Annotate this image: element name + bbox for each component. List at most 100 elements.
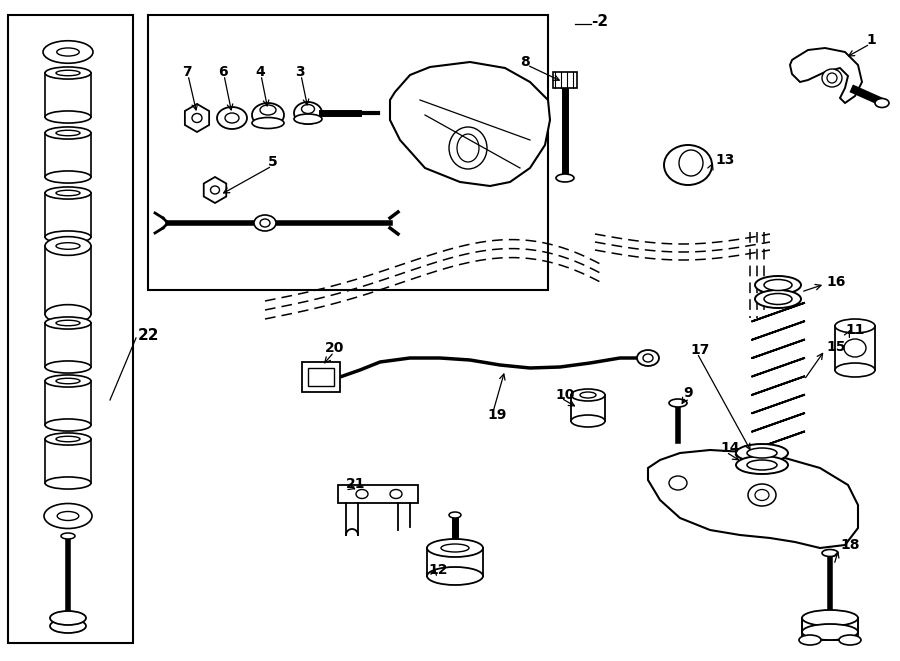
Ellipse shape [260, 219, 270, 227]
Ellipse shape [669, 476, 687, 490]
Bar [338, 485, 418, 503]
Polygon shape [790, 48, 862, 103]
Ellipse shape [571, 389, 605, 401]
Bar [553, 72, 577, 88]
Bar [427, 548, 483, 576]
Polygon shape [203, 177, 226, 203]
Ellipse shape [50, 619, 86, 633]
Ellipse shape [50, 611, 86, 625]
Ellipse shape [192, 114, 202, 122]
Ellipse shape [764, 280, 792, 290]
Ellipse shape [260, 105, 276, 115]
Text: -2: -2 [591, 15, 608, 30]
Text: 3: 3 [295, 65, 304, 79]
Ellipse shape [755, 290, 801, 308]
Ellipse shape [736, 456, 788, 474]
Ellipse shape [45, 171, 91, 183]
Text: 4: 4 [255, 65, 265, 79]
Text: 20: 20 [325, 341, 345, 355]
Bar [45, 193, 91, 237]
Ellipse shape [45, 127, 91, 139]
Text: 7: 7 [182, 65, 192, 79]
Ellipse shape [664, 145, 712, 185]
Text: 1: 1 [866, 33, 876, 47]
Ellipse shape [45, 433, 91, 445]
Text: 14: 14 [720, 441, 740, 455]
Ellipse shape [839, 635, 861, 645]
Ellipse shape [56, 190, 80, 196]
Ellipse shape [802, 624, 858, 640]
Text: 11: 11 [845, 323, 865, 337]
Text: 8: 8 [520, 55, 530, 69]
Ellipse shape [45, 317, 91, 329]
Bar [45, 439, 91, 483]
Ellipse shape [56, 70, 80, 76]
Text: 6: 6 [218, 65, 228, 79]
Ellipse shape [217, 107, 247, 129]
Ellipse shape [45, 237, 91, 255]
Text: 12: 12 [428, 563, 447, 577]
Ellipse shape [252, 118, 284, 128]
Ellipse shape [254, 215, 276, 231]
Bar [571, 395, 605, 421]
Bar [45, 246, 91, 314]
Ellipse shape [875, 98, 889, 108]
Ellipse shape [441, 544, 469, 552]
Ellipse shape [755, 490, 769, 500]
Bar [835, 326, 875, 370]
Ellipse shape [822, 549, 838, 557]
Ellipse shape [56, 378, 80, 384]
Ellipse shape [669, 399, 687, 407]
Ellipse shape [56, 320, 80, 326]
Polygon shape [184, 104, 209, 132]
Ellipse shape [457, 134, 479, 162]
Bar [45, 73, 91, 117]
Ellipse shape [45, 111, 91, 123]
Ellipse shape [736, 444, 788, 462]
Text: 21: 21 [346, 477, 365, 491]
Bar [45, 133, 91, 177]
Ellipse shape [580, 392, 596, 398]
Ellipse shape [356, 490, 368, 498]
Ellipse shape [45, 375, 91, 387]
Ellipse shape [57, 48, 79, 56]
Ellipse shape [56, 243, 80, 249]
Ellipse shape [45, 187, 91, 199]
Ellipse shape [643, 354, 653, 362]
Ellipse shape [45, 361, 91, 373]
Bar [148, 15, 548, 290]
Ellipse shape [747, 448, 777, 458]
Text: 19: 19 [487, 408, 507, 422]
Ellipse shape [252, 103, 284, 127]
Polygon shape [390, 62, 550, 186]
Ellipse shape [45, 305, 91, 323]
Text: 10: 10 [555, 388, 574, 402]
Ellipse shape [679, 150, 703, 176]
Ellipse shape [45, 477, 91, 489]
Ellipse shape [844, 339, 866, 357]
Ellipse shape [45, 419, 91, 431]
Ellipse shape [822, 69, 842, 87]
Bar [308, 368, 334, 386]
Ellipse shape [302, 104, 314, 114]
Ellipse shape [764, 293, 792, 305]
Ellipse shape [56, 130, 80, 136]
Bar [302, 362, 340, 392]
Ellipse shape [748, 484, 776, 506]
Ellipse shape [747, 460, 777, 470]
Text: 5: 5 [268, 155, 278, 169]
Ellipse shape [44, 504, 92, 529]
Polygon shape [648, 450, 858, 548]
Ellipse shape [571, 415, 605, 427]
Ellipse shape [427, 539, 483, 557]
Ellipse shape [61, 533, 75, 539]
Ellipse shape [755, 276, 801, 294]
Ellipse shape [449, 127, 487, 169]
Ellipse shape [45, 231, 91, 243]
Ellipse shape [45, 67, 91, 79]
Bar [8, 15, 133, 643]
Ellipse shape [58, 512, 79, 520]
Ellipse shape [827, 73, 837, 83]
Ellipse shape [211, 186, 220, 194]
Text: 9: 9 [683, 386, 693, 400]
